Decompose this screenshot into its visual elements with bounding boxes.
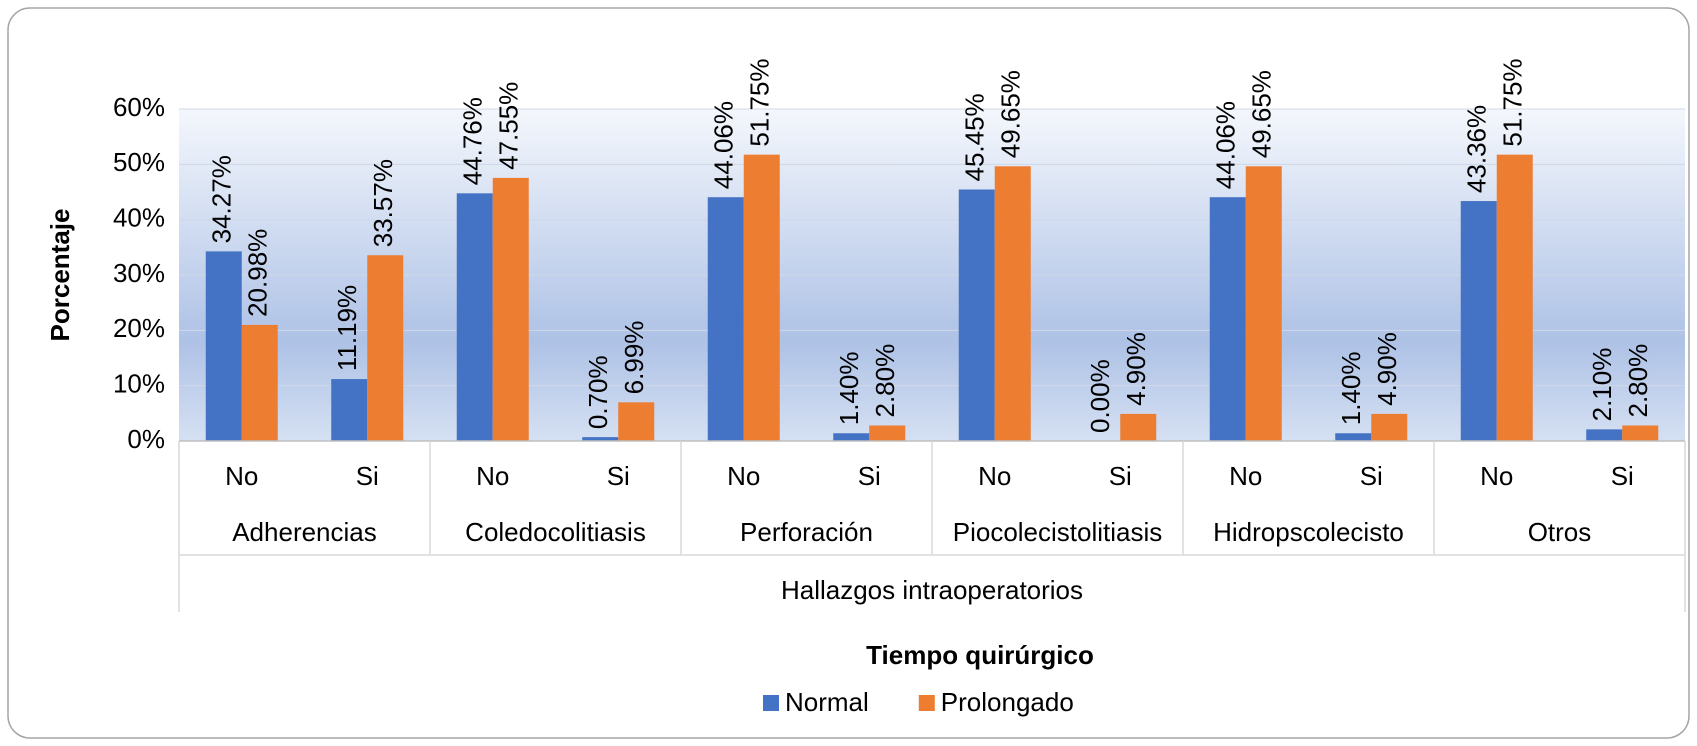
data-label: 0.70% xyxy=(583,355,613,429)
x-tick-label: No xyxy=(727,461,760,491)
x-tick-label: Si xyxy=(1611,461,1634,491)
bar xyxy=(1496,154,1533,441)
legend-swatch xyxy=(918,695,935,711)
data-label: 49.65% xyxy=(1247,70,1277,158)
x-axis-title: Hallazgos intraoperatorios xyxy=(781,575,1083,605)
y-tick-label: 0% xyxy=(127,424,165,454)
x-tick-label: Si xyxy=(1109,461,1132,491)
x-tick-label: Si xyxy=(607,461,630,491)
x-tick-label: No xyxy=(978,461,1011,491)
bar xyxy=(833,433,870,441)
data-label: 47.55% xyxy=(494,82,524,170)
data-label: 44.06% xyxy=(1211,101,1241,189)
bar xyxy=(958,189,995,441)
bar xyxy=(582,437,619,441)
bar xyxy=(492,177,529,441)
bar xyxy=(869,425,906,441)
data-label: 1.40% xyxy=(834,352,864,426)
group-label: Coledocolitiasis xyxy=(465,517,646,547)
x-tick-label: Si xyxy=(1360,461,1383,491)
x-tick-label: Si xyxy=(356,461,379,491)
bar xyxy=(1371,413,1408,441)
x-tick-label: No xyxy=(1480,461,1513,491)
data-label: 4.90% xyxy=(1121,332,1151,406)
bar xyxy=(1335,433,1372,441)
bar xyxy=(367,255,404,441)
y-tick-label: 30% xyxy=(113,258,165,288)
bar xyxy=(331,379,368,441)
group-label: Piocolecistolitiasis xyxy=(953,517,1163,547)
data-label: 33.57% xyxy=(368,159,398,247)
data-label: 11.19% xyxy=(332,285,362,371)
legend-label: Prolongado xyxy=(941,687,1074,717)
bar xyxy=(1586,429,1623,441)
data-label: 4.90% xyxy=(1372,332,1402,406)
y-tick-label: 10% xyxy=(113,369,165,399)
legend-swatch xyxy=(763,695,779,711)
data-label: 2.80% xyxy=(870,344,900,418)
data-label: 6.99% xyxy=(619,321,649,395)
legend-title: Tiempo quirúrgico xyxy=(866,640,1094,670)
bar xyxy=(618,402,655,441)
bar xyxy=(994,166,1031,441)
bar xyxy=(1245,166,1282,441)
data-label: 0.00% xyxy=(1085,359,1115,433)
group-label: Perforación xyxy=(740,517,873,547)
data-label: 20.98% xyxy=(243,229,273,317)
bar xyxy=(707,197,744,441)
group-label: Otros xyxy=(1528,517,1592,547)
bar xyxy=(205,251,242,441)
data-label: 43.36% xyxy=(1462,105,1492,193)
bar xyxy=(241,324,278,441)
data-label: 44.76% xyxy=(458,97,488,185)
bar xyxy=(1622,425,1659,441)
group-label: Adherencias xyxy=(232,517,377,547)
y-tick-label: 40% xyxy=(113,203,165,233)
data-label: 2.80% xyxy=(1623,344,1653,418)
data-label: 34.27% xyxy=(207,155,237,243)
y-tick-label: 50% xyxy=(113,147,165,177)
bar xyxy=(1460,201,1497,441)
x-tick-label: No xyxy=(1229,461,1262,491)
bar xyxy=(456,193,493,441)
y-tick-label: 20% xyxy=(113,313,165,343)
data-label: 51.75% xyxy=(745,58,775,146)
y-tick-label: 60% xyxy=(113,92,165,122)
data-label: 44.06% xyxy=(709,101,739,189)
y-axis-title: Porcentaje xyxy=(45,209,75,342)
data-label: 51.75% xyxy=(1498,58,1528,146)
x-tick-label: Si xyxy=(858,461,881,491)
bar xyxy=(1209,197,1246,441)
group-label: Hidropscolecisto xyxy=(1213,517,1404,547)
x-tick-label: No xyxy=(225,461,258,491)
data-label: 1.40% xyxy=(1336,352,1366,426)
bar xyxy=(1120,413,1157,441)
data-label: 49.65% xyxy=(996,70,1026,158)
bar xyxy=(743,154,780,441)
data-label: 45.45% xyxy=(960,93,990,181)
legend-label: Normal xyxy=(785,687,869,717)
data-label: 2.10% xyxy=(1587,348,1617,422)
x-tick-label: No xyxy=(476,461,509,491)
